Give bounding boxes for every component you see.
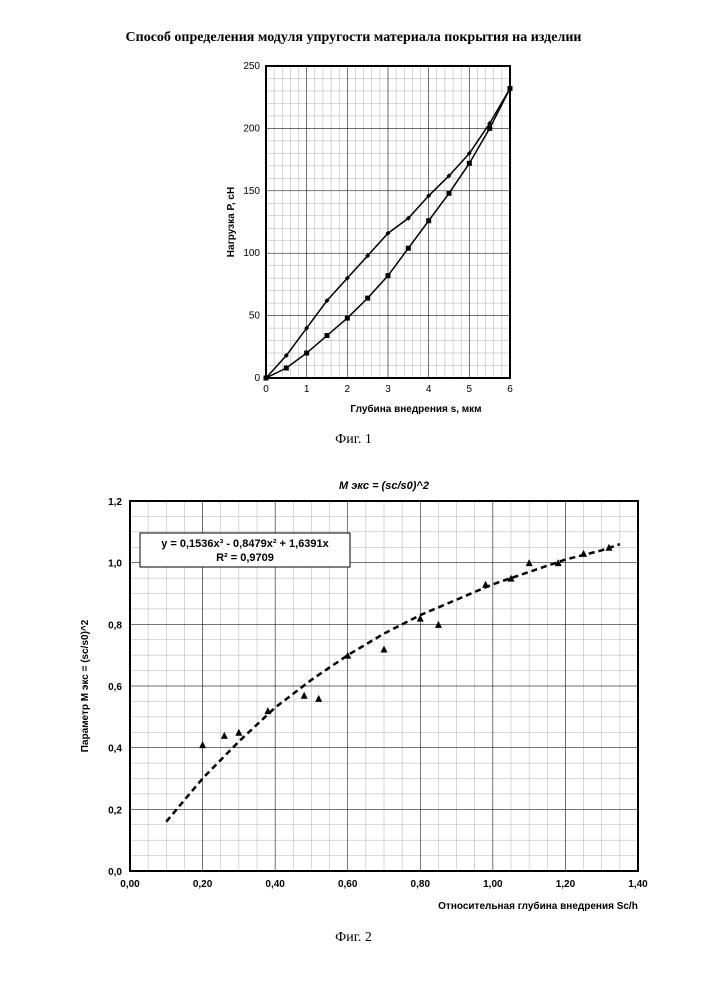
page-title: Способ определения модуля упругости мате… (0, 30, 707, 46)
chart2: 0,00 0,20 0,40 0,60 0,80 1,00 1,20 1,40 0,0 0,2 0,… (70, 475, 650, 915)
svg-text:250: 250 (243, 61, 260, 72)
chart1: 0 1 2 3 4 5 6 0 50 100 150 200 250 Глубина внедрения … (220, 58, 520, 418)
fig2-caption: Фиг. 2 (0, 930, 707, 946)
svg-text:5: 5 (467, 384, 473, 395)
svg-text:y = 0,1536x³ - 0,8479x² + 1,63: y = 0,1536x³ - 0,8479x² + 1,6391x (161, 538, 329, 550)
svg-text:1: 1 (304, 384, 310, 395)
svg-text:2: 2 (345, 384, 351, 395)
svg-text:4: 4 (426, 384, 432, 395)
svg-text:1,00: 1,00 (483, 879, 503, 890)
svg-text:Относительная глубина внедрени: Относительная глубина внедрения Sc/h (438, 900, 638, 912)
svg-text:3: 3 (385, 384, 391, 395)
svg-text:50: 50 (249, 311, 261, 322)
svg-text:1,40: 1,40 (628, 879, 648, 890)
svg-text:0,20: 0,20 (193, 879, 213, 890)
svg-text:0,40: 0,40 (265, 879, 285, 890)
svg-text:М экс = (sc/s0)^2: М экс = (sc/s0)^2 (339, 480, 429, 492)
svg-text:0,8: 0,8 (108, 620, 122, 631)
svg-text:1,20: 1,20 (556, 879, 576, 890)
svg-text:0,2: 0,2 (108, 805, 122, 816)
svg-text:0,4: 0,4 (108, 744, 122, 755)
svg-text:Нагрузка P, cH: Нагрузка P, cH (226, 187, 237, 257)
svg-text:0,80: 0,80 (411, 879, 431, 890)
svg-text:Параметр М экс = (sc/s0)^2: Параметр М экс = (sc/s0)^2 (80, 619, 91, 752)
svg-text:6: 6 (507, 384, 513, 395)
svg-text:0,6: 0,6 (108, 682, 122, 693)
svg-text:0: 0 (254, 373, 260, 384)
fig1-caption: Фиг. 1 (0, 432, 707, 448)
svg-text:0,0: 0,0 (108, 867, 122, 878)
svg-text:200: 200 (243, 123, 260, 134)
svg-text:1,2: 1,2 (108, 497, 122, 508)
svg-text:Глубина внедрения s, мкм: Глубина внедрения s, мкм (350, 403, 481, 415)
svg-text:150: 150 (243, 186, 260, 197)
svg-text:100: 100 (243, 248, 260, 259)
svg-text:0,60: 0,60 (338, 879, 358, 890)
svg-text:0,00: 0,00 (120, 879, 140, 890)
svg-text:1,0: 1,0 (108, 559, 122, 570)
svg-text:0: 0 (263, 384, 269, 395)
svg-text:R² = 0,9709: R² = 0,9709 (216, 552, 274, 564)
